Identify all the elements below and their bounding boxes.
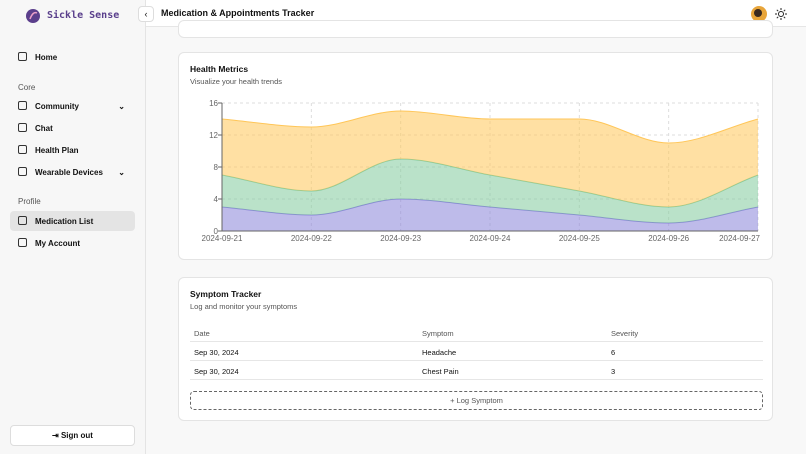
nav-label: Community [35,101,79,111]
chevron: ⌄ [118,167,125,177]
x-tick-label: 2024-09-24 [470,234,511,243]
row-divider [190,379,763,380]
nav-label: Medication List [35,216,94,226]
row-divider [190,360,763,361]
logo [26,9,40,23]
area [222,111,758,207]
nav-icon [18,145,27,154]
nav-label: Wearable Devices [35,167,103,177]
y-tick-label: 8 [214,163,219,172]
y-tick-label: 4 [214,195,219,204]
x-tick-label: 2024-09-27 [719,234,760,243]
sign-out-label: Sign out [60,431,93,440]
nav-label: Chat [35,123,53,133]
y-tick-label: 12 [209,131,218,140]
avatar[interactable] [750,5,768,23]
table-cell: Headache [422,348,457,357]
table-cell: 6 [611,348,616,357]
card-title: Symptom Tracker [190,289,262,299]
theme-toggle[interactable] [775,8,787,20]
y-tick-label: 16 [209,99,218,108]
nav-item[interactable]: Chat [10,118,135,138]
table-cell: Sep 30, 2024 [194,348,239,357]
table-cell: Sep 30, 2024 [194,367,239,376]
chevron: ⌄ [118,101,125,111]
x-tick-label: 2024-09-25 [559,234,600,243]
card-subtitle: Visualize your health trends [190,77,282,86]
x-tick-label: 2024-09-23 [380,234,421,243]
column-header: Severity [611,329,639,338]
x-tick-label: 2024-09-21 [202,234,243,243]
nav-icon [18,123,27,132]
nav-icon [18,238,27,247]
nav-item[interactable]: My Account [10,233,135,253]
previous-card [178,20,773,38]
section-heading: Profile [18,197,41,206]
x-tick-label: 2024-09-26 [648,234,689,243]
nav-label: Home [35,52,58,62]
nav-item[interactable]: Health Plan [10,140,135,160]
area-line [221,110,759,144]
nav-icon [18,216,27,225]
nav-item[interactable]: Wearable Devices ⌄ [10,162,135,182]
row-divider [190,341,763,342]
button-label: Log Symptom [456,396,503,405]
brand: Sickle Sense [47,10,120,21]
sign-out-button[interactable]: ⇥ Sign out [10,425,135,446]
nav-label: Health Plan [35,145,79,155]
y-tick-label: 0 [214,227,219,236]
log-symptom-button[interactable]: + Log Symptom [190,391,763,410]
card-title: Health Metrics [190,64,249,74]
nav-label: My Account [35,238,81,248]
page-title: Medication & Appointments Tracker [161,8,315,18]
symptom-card: Symptom Tracker Log and monitor your sym… [178,277,773,421]
nav-icon [18,167,27,176]
card-subtitle: Log and monitor your symptoms [190,302,298,311]
sidebar: Sickle Sense Home Core Community ⌄ Chat Healt… [0,0,146,454]
column-header: Date [194,329,210,338]
nav-item[interactable]: Community ⌄ [10,96,135,116]
x-tick-label: 2024-09-22 [291,234,332,243]
section-heading: Core [18,83,36,92]
nav-item[interactable]: Medication List [10,211,135,231]
collapse-button[interactable]: ‹ [138,6,154,22]
column-header: Symptom [422,329,454,338]
nav-item[interactable]: Home [10,47,135,67]
table-cell: Chest Pain [422,367,459,376]
table-cell: 3 [611,367,616,376]
nav-icon [18,101,27,110]
nav-icon [18,52,27,61]
